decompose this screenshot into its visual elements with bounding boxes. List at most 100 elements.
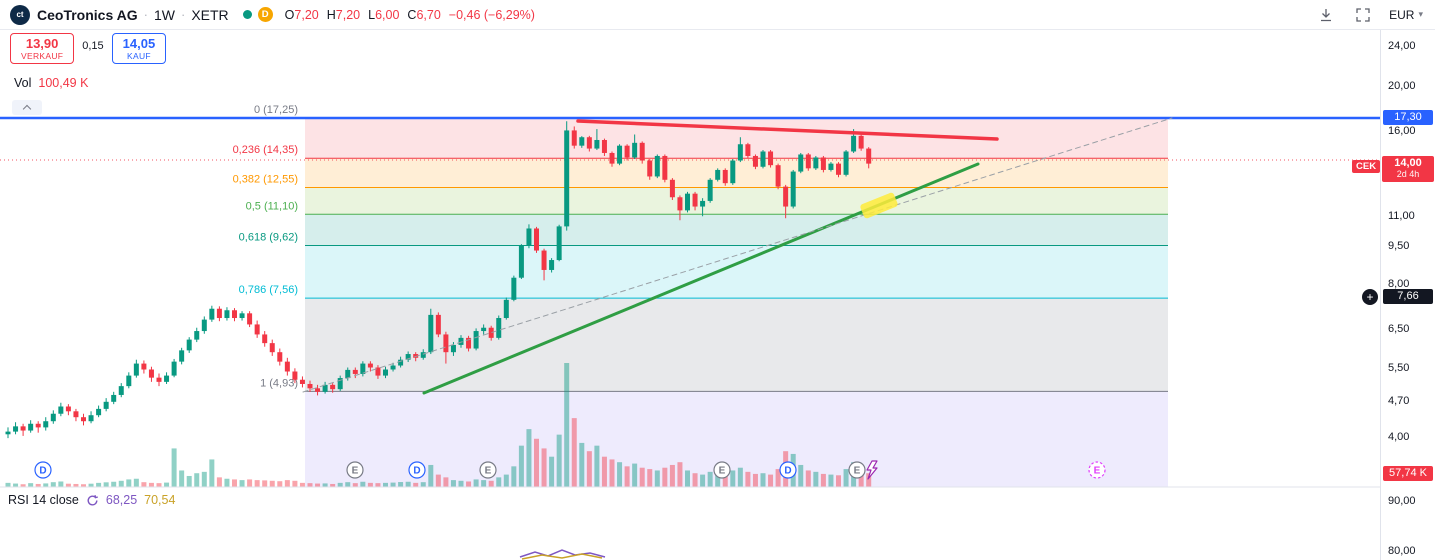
volume-bar <box>307 483 313 487</box>
candle-body <box>624 145 630 158</box>
candle-body <box>745 144 751 156</box>
price-axis[interactable]: 17,30 14,00 2d 4h 7,66 57,74 K 24,00 20,0… <box>1380 30 1435 560</box>
volume-bar <box>601 456 607 487</box>
sell-button[interactable]: 13,90 VERKAUF <box>10 33 75 64</box>
symbol-logo[interactable]: ct <box>10 4 30 25</box>
dividend-marker[interactable] <box>408 461 426 479</box>
fib-level-label: 0 (17,25) <box>254 104 298 116</box>
candle-body <box>564 130 570 227</box>
candle-body <box>518 245 524 278</box>
volume-bar <box>65 483 71 487</box>
volume-bar <box>594 445 600 487</box>
dividend-marker[interactable] <box>34 461 52 479</box>
fib-level-label: 0,5 (11,10) <box>246 200 298 212</box>
chevron-down-icon: ▾ <box>1418 9 1423 19</box>
dividend-marker[interactable] <box>779 461 797 479</box>
volume-bar <box>216 477 222 487</box>
candle-body <box>503 299 509 319</box>
download-icon[interactable] <box>1315 4 1337 26</box>
earnings-marker[interactable] <box>346 461 364 479</box>
fib-retracement[interactable]: 0 (17,25) 0,236 (14,35) 0,382 (12,55) 0,5 (… <box>233 104 1168 487</box>
candle-body <box>299 379 305 384</box>
candle-body <box>511 277 517 300</box>
volume-bar <box>473 479 479 487</box>
candle-body <box>526 228 532 246</box>
candle-body <box>722 169 728 184</box>
collapse-legend-button[interactable] <box>12 100 42 115</box>
volume-value: 100,49 K <box>38 76 89 90</box>
volume-bar <box>405 481 411 487</box>
price-axis-label: 5,50 <box>1388 362 1410 374</box>
ohlc-low: L6,00 <box>368 8 399 22</box>
volume-bar <box>239 480 245 487</box>
sell-label: VERKAUF <box>21 51 64 61</box>
earnings-marker[interactable] <box>479 461 497 479</box>
candle-body <box>254 324 260 335</box>
sell-price: 13,90 <box>25 36 59 51</box>
candle-body <box>601 140 607 153</box>
add-alert-plus-button[interactable]: + <box>1362 289 1378 305</box>
volume-bar <box>639 467 645 487</box>
descending-trendline[interactable] <box>576 119 999 141</box>
buy-button[interactable]: 14,05 KAUF <box>111 33 167 64</box>
volume-bar <box>133 478 139 487</box>
volume-bar <box>511 466 517 487</box>
high-label: H <box>326 7 336 22</box>
rsi-legend[interactable]: RSI 14 close 68,25 70,54 <box>8 493 175 507</box>
volume-bar <box>322 483 328 487</box>
candle-body <box>820 157 826 170</box>
candle-body <box>194 331 200 340</box>
price-axis-label: 16,00 <box>1388 125 1416 137</box>
interval-button[interactable]: 1W <box>153 6 175 23</box>
candle-body <box>20 426 26 431</box>
volume-bar <box>383 482 388 487</box>
volume-bar <box>337 482 343 487</box>
candle-body <box>737 144 743 161</box>
volume-bar <box>96 482 102 487</box>
candle-body <box>549 260 555 270</box>
candle-body <box>715 169 721 180</box>
symbol-name[interactable]: CeoTronics AG <box>37 6 138 23</box>
candle-body <box>383 369 388 376</box>
volume-bar <box>20 484 26 487</box>
volume-bar <box>798 464 804 487</box>
marker-letter: E <box>1094 466 1101 477</box>
flash-icon[interactable] <box>866 460 878 480</box>
volume-bar <box>262 480 268 487</box>
last-price-value: 14,00 <box>1394 157 1422 169</box>
candle-body <box>224 310 230 319</box>
last-price-label[interactable]: 14,00 2d 4h <box>1382 156 1434 182</box>
candle-body <box>647 160 653 177</box>
open-value: 7,20 <box>294 7 319 22</box>
dashed-projection-line[interactable] <box>302 117 1173 393</box>
volume-bar <box>420 482 426 487</box>
earnings-upcoming-marker[interactable] <box>1088 461 1106 479</box>
candle-body <box>851 135 857 152</box>
earnings-marker[interactable] <box>713 461 731 479</box>
chart-canvas[interactable]: 0 (17,25) 0,236 (14,35) 0,382 (12,55) 0,5 (… <box>0 0 1380 560</box>
candle-body <box>443 334 449 353</box>
volume-bar <box>164 482 170 487</box>
indicator-reload-icon[interactable] <box>86 494 99 507</box>
volume-bar <box>556 434 562 487</box>
earnings-marker[interactable] <box>848 461 866 479</box>
fullscreen-icon[interactable] <box>1352 4 1374 26</box>
price-axis-label: 80,00 <box>1388 545 1416 557</box>
candle-body <box>239 313 245 319</box>
currency-selector[interactable]: EUR ▾ <box>1389 8 1425 22</box>
exchange-name[interactable]: XETR <box>191 6 229 23</box>
price-change: −0,46 (−6,29%) <box>448 7 535 22</box>
highlighter-mark[interactable] <box>860 192 899 219</box>
level-line-price-label[interactable]: 17,30 <box>1383 110 1433 125</box>
delayed-data-badge[interactable]: D <box>257 7 273 22</box>
volume-legend[interactable]: Vol 100,49 K <box>14 76 88 90</box>
fib-level-label: 0,786 (7,56) <box>239 284 298 296</box>
candle-body <box>307 383 313 389</box>
candle-body <box>390 365 396 370</box>
marker-letter: E <box>854 466 861 477</box>
volume-bar <box>156 483 162 487</box>
trade-panel: 13,90 VERKAUF 0,15 14,05 KAUF <box>10 33 167 64</box>
candle-body <box>836 163 841 175</box>
volume-bar <box>836 475 841 487</box>
